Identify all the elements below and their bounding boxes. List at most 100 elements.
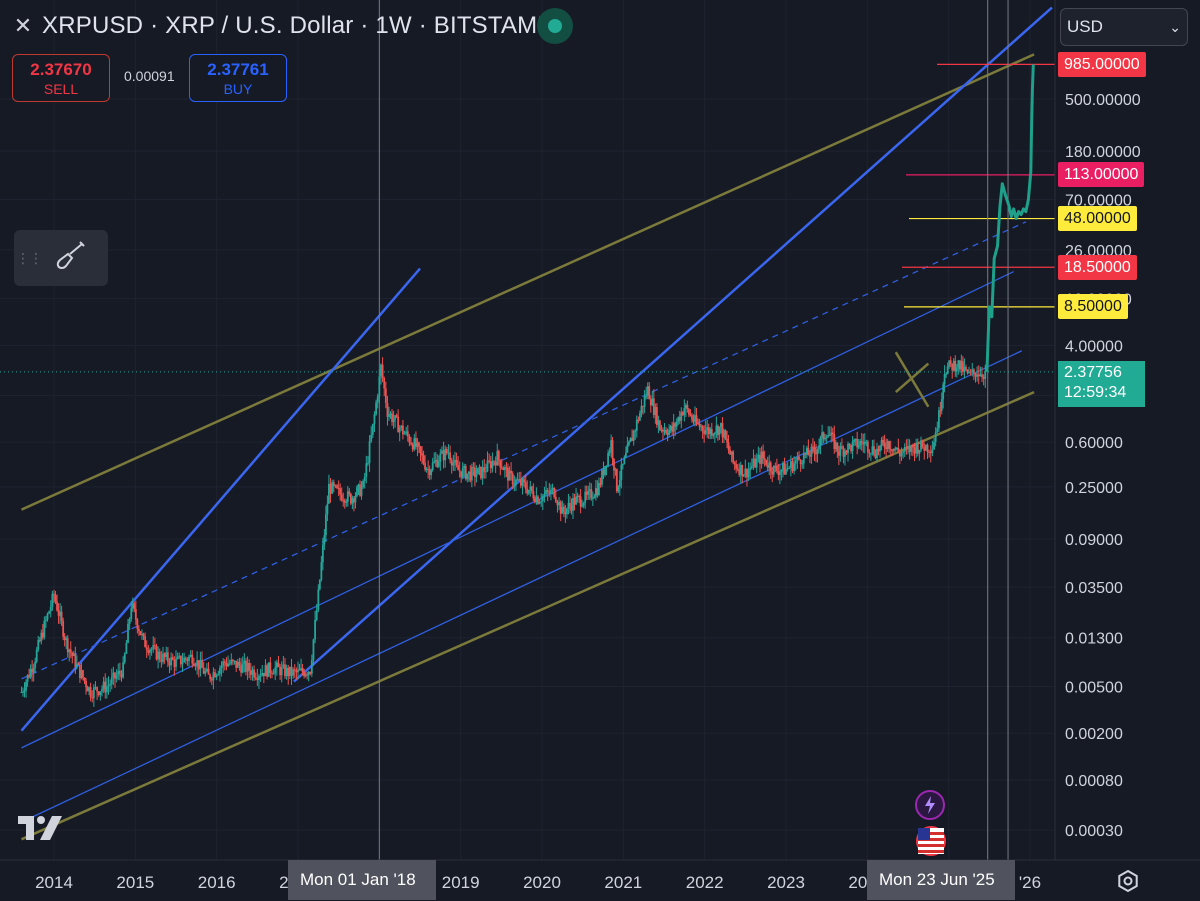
- sell-button[interactable]: 2.37670 SELL: [12, 54, 110, 102]
- candle-body: [524, 482, 527, 489]
- candle-body: [915, 443, 918, 454]
- candle-body: [808, 455, 811, 457]
- candle-body: [582, 502, 585, 506]
- candle-body: [502, 468, 505, 471]
- candle-body: [910, 444, 913, 452]
- candle-body: [332, 482, 335, 487]
- candle-body: [191, 654, 194, 664]
- candle-body: [654, 407, 657, 416]
- brush-icon[interactable]: [44, 238, 94, 278]
- candle-body: [774, 465, 777, 467]
- candle-body: [848, 443, 851, 446]
- price-level-label[interactable]: 18.50000: [1058, 254, 1137, 280]
- candle-body: [847, 443, 849, 454]
- candle-body: [82, 670, 84, 678]
- candle-series: [20, 354, 987, 707]
- candle-body: [44, 619, 47, 621]
- candle-body: [819, 437, 822, 446]
- candle-body: [649, 399, 652, 406]
- candle-body: [72, 653, 75, 656]
- candle-body: [503, 467, 506, 471]
- candle-body: [158, 651, 161, 660]
- candle-body: [637, 419, 640, 421]
- currency-select[interactable]: USD ⌄: [1060, 8, 1188, 46]
- buy-button[interactable]: 2.37761 BUY: [189, 54, 287, 102]
- candle-body: [425, 468, 428, 470]
- candle-body: [566, 508, 568, 515]
- candle-body: [859, 441, 862, 446]
- candle-body: [674, 423, 677, 427]
- candle-body: [363, 476, 366, 481]
- candle-body: [885, 447, 888, 450]
- candle-body: [105, 686, 108, 693]
- candle-body: [669, 426, 672, 430]
- candle-body: [588, 489, 591, 491]
- price-level-label[interactable]: 985.00000: [1058, 51, 1146, 77]
- candle-body: [248, 662, 251, 671]
- candle-body: [652, 398, 655, 416]
- candle-body: [284, 664, 286, 677]
- candle-body: [186, 659, 189, 661]
- candle-body: [863, 441, 866, 445]
- market-status-icon[interactable]: [537, 8, 573, 44]
- candle-body: [315, 609, 318, 620]
- candle-body: [484, 471, 487, 473]
- candle-body: [949, 360, 952, 364]
- candle-body: [34, 661, 37, 668]
- candle-body: [413, 438, 416, 450]
- candle-body: [461, 468, 464, 478]
- price-tick-label: 500.00000: [1065, 92, 1141, 109]
- close-icon[interactable]: ✕: [13, 13, 33, 38]
- candle-body: [888, 441, 891, 449]
- time-axis[interactable]: 2014201520162017201820192020202120222023…: [0, 859, 1200, 901]
- price-axis[interactable]: 500.00000180.0000070.0000026.0000010.000…: [1054, 0, 1200, 860]
- candle-body: [217, 673, 220, 675]
- price-tick-label: 0.00080: [1065, 773, 1123, 790]
- candle-body: [222, 661, 225, 666]
- candle-body: [376, 396, 379, 403]
- drag-handle-icon[interactable]: ⋮⋮: [16, 250, 43, 266]
- candle-body: [643, 395, 646, 407]
- drawing-toolbar[interactable]: ⋮⋮: [14, 230, 108, 286]
- price-level-label[interactable]: 113.00000: [1058, 162, 1145, 188]
- candle-body: [334, 485, 337, 487]
- candle-body: [681, 412, 684, 415]
- settings-gear-icon[interactable]: [1115, 868, 1141, 894]
- candle-body: [406, 431, 409, 437]
- symbol-title[interactable]: XRPUSD · XRP / U.S. Dollar · 1W · BITSTA…: [42, 12, 554, 39]
- candle-body: [938, 410, 940, 429]
- candle-body: [339, 488, 342, 495]
- candle-body: [701, 426, 704, 431]
- candle-body: [918, 449, 921, 454]
- candle-body: [324, 514, 327, 536]
- candle-body: [20, 691, 23, 693]
- current-price-label: 2.37756 12:59:34: [1058, 361, 1145, 407]
- candle-body: [298, 669, 301, 671]
- us-flag-event-icon[interactable]: [916, 826, 946, 856]
- candle-body: [545, 490, 547, 495]
- price-level-label[interactable]: 48.00000: [1058, 206, 1137, 232]
- candle-body: [431, 462, 434, 470]
- candle-body: [262, 672, 265, 677]
- candle-body: [663, 429, 666, 432]
- candle-body: [57, 610, 60, 616]
- candle-body: [648, 386, 651, 400]
- candle-body: [32, 667, 35, 673]
- lightning-event-icon[interactable]: [915, 790, 945, 820]
- candle-body: [171, 657, 174, 660]
- price-level-label[interactable]: 8.50000: [1058, 294, 1128, 320]
- candle-body: [139, 631, 142, 635]
- candle-body: [883, 442, 886, 448]
- candle-body: [163, 653, 166, 658]
- candle-body: [494, 461, 497, 466]
- bar-countdown: 12:59:34: [1064, 384, 1127, 401]
- candle-body: [599, 483, 602, 485]
- candle-body: [118, 670, 121, 674]
- candle-body: [359, 484, 361, 496]
- price-tick-label: 0.25000: [1065, 480, 1123, 497]
- trend-line: [20, 390, 1035, 841]
- candle-body: [202, 667, 205, 674]
- candle-body: [594, 488, 597, 497]
- candle-body: [868, 452, 871, 454]
